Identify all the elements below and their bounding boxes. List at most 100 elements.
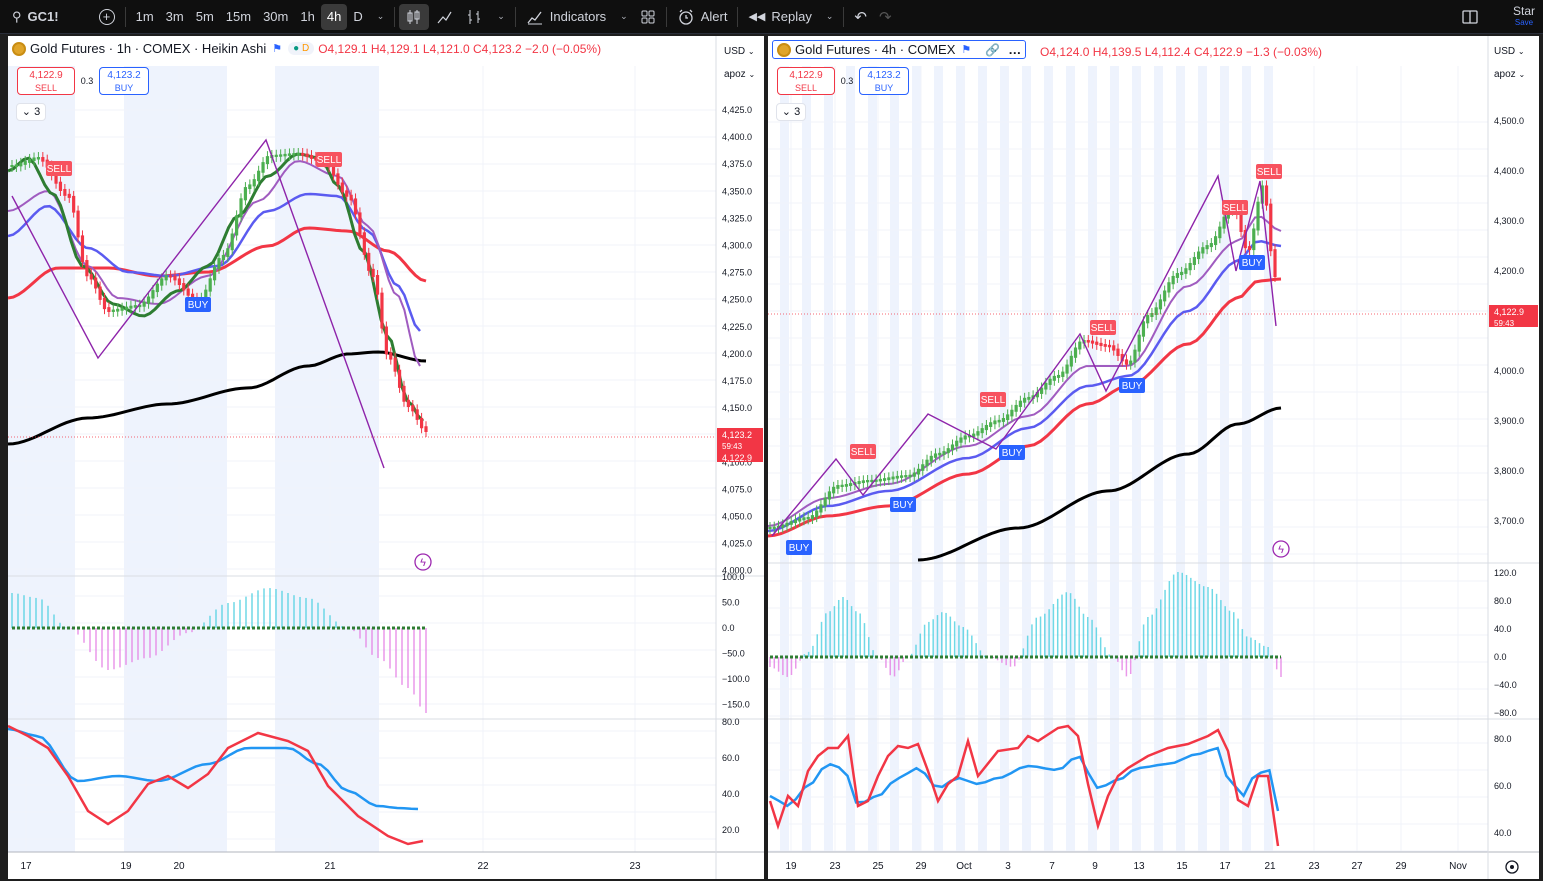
right-session-band <box>1110 66 1119 852</box>
right-rsi-line <box>769 746 1280 812</box>
undo-button[interactable]: ↶ <box>848 4 873 30</box>
right-signal-label: SELL <box>851 447 876 458</box>
left-osc-tick: −150.0 <box>722 700 750 710</box>
right-buy-button[interactable]: 4,123.2 BUY <box>859 67 909 95</box>
flag-icon[interactable]: ⚑ <box>272 43 283 55</box>
left-spread: 0.3 <box>80 76 94 86</box>
right-sell-button[interactable]: 4,122.9 SELL <box>777 67 835 95</box>
right-candle <box>793 519 798 524</box>
compare-button[interactable]: + <box>93 4 121 30</box>
left-candle <box>89 274 93 280</box>
interval-3m[interactable]: 3m <box>165 9 184 24</box>
left-candle <box>380 292 384 329</box>
interval-d[interactable]: D <box>353 9 363 24</box>
flag-icon[interactable]: ⚑ <box>961 44 972 56</box>
layout-toggle-button[interactable] <box>1455 4 1485 30</box>
interval-5m[interactable]: 5m <box>195 9 214 24</box>
interval-dropdown[interactable]: ⌄ <box>369 4 391 30</box>
left-candle <box>19 162 23 167</box>
right-signal-badge-buy <box>999 445 1025 460</box>
chart-type-dropdown[interactable]: ⌄ <box>489 4 511 30</box>
left-candle <box>375 275 380 295</box>
left-chart-pane[interactable]: SELL BUY SELL ϟ 4,425.0 4,400.0 4,375.0 4,350.0… <box>8 36 764 879</box>
line-chart-button[interactable] <box>429 4 459 30</box>
right-session-band <box>846 66 855 852</box>
right-chart-canvas[interactable]: BUY SELL BUY SELL BUY SELL BUY SELL BUY SELL ϟ 4,50… <box>768 36 1539 879</box>
left-time-tick: 17 <box>20 861 32 872</box>
left-chart-canvas[interactable]: SELL BUY SELL ϟ 4,425.0 4,400.0 4,375.0 4,350.0… <box>8 36 764 879</box>
right-candle <box>1184 268 1188 274</box>
link-icon[interactable]: 🔗 <box>985 42 1001 57</box>
left-rsi-tick: 80.0 <box>722 717 740 727</box>
right-candle <box>1158 299 1163 310</box>
right-currency-button[interactable]: USD ⌄ <box>1494 46 1525 57</box>
right-candle <box>1146 315 1150 324</box>
left-last-price-box <box>717 428 763 462</box>
right-candle <box>1137 334 1141 352</box>
chart-type-button[interactable] <box>399 3 430 30</box>
right-candle <box>1052 375 1056 381</box>
star-save-button[interactable]: Star Save <box>1505 5 1543 28</box>
right-candle <box>1256 201 1260 231</box>
chevron-down-icon: ⌄ <box>497 11 505 21</box>
replay-button[interactable]: ◀◀ Replay <box>742 4 817 30</box>
right-candle <box>912 472 916 477</box>
right-osc-tick: 0.0 <box>1494 652 1507 662</box>
redo-button[interactable]: ↷ <box>873 4 898 30</box>
left-price-tick: 4,050.0 <box>722 512 752 522</box>
right-candle <box>861 480 865 484</box>
left-sell-button[interactable]: 4,122.9 SELL <box>17 67 75 95</box>
left-ma-black <box>8 350 427 446</box>
left-candle <box>111 309 115 312</box>
left-candle <box>98 286 102 300</box>
left-osc-tick: −50.0 <box>722 649 745 659</box>
right-chart-pane[interactable]: BUY SELL BUY SELL BUY SELL BUY SELL BUY SELL ϟ 4,50… <box>768 36 1539 879</box>
interval-1h[interactable]: 1h <box>300 9 315 24</box>
left-price-tick: 4,000.0 <box>722 566 752 576</box>
interval-1m[interactable]: 1m <box>135 9 154 24</box>
symbol-search[interactable]: ⚲ GC1! <box>6 4 65 30</box>
interval-30m[interactable]: 30m <box>263 9 289 24</box>
right-candle <box>1141 321 1146 337</box>
right-candle <box>878 478 882 482</box>
right-rsi-tick: 80.0 <box>1494 734 1512 744</box>
right-candle <box>806 516 810 520</box>
left-candle <box>76 210 80 238</box>
interval-15m[interactable]: 15m <box>225 9 252 24</box>
left-osc-tick: 100.0 <box>722 572 745 582</box>
left-currency-button[interactable]: USD ⌄ <box>724 46 755 57</box>
right-indicators-collapse[interactable]: ⌄ 3 <box>776 103 806 121</box>
more-options-icon[interactable]: … <box>1008 42 1022 57</box>
left-time-tick: 23 <box>629 861 641 872</box>
right-session-band <box>912 66 921 852</box>
left-osc-tick: −100.0 <box>722 674 750 684</box>
left-signal-label: BUY <box>188 300 209 311</box>
indicators-button[interactable]: Indicators <box>520 4 612 30</box>
alert-button[interactable]: Alert <box>671 4 734 30</box>
replay-dropdown[interactable]: ⌄ <box>818 4 840 30</box>
left-price-tick: 4,075.0 <box>722 484 752 494</box>
left-indicators-collapse[interactable]: ⌄ 3 <box>16 103 46 121</box>
left-price-tick: 4,275.0 <box>722 268 752 278</box>
left-rsi-line <box>8 727 419 811</box>
indicators-dropdown[interactable]: ⌄ <box>612 4 634 30</box>
plus-circle-icon: + <box>98 8 115 25</box>
right-session-band <box>1022 66 1031 852</box>
right-signal-badge-buy <box>890 497 916 512</box>
layouts-button[interactable] <box>634 4 662 30</box>
left-signal-label: SELL <box>47 164 72 175</box>
right-candle <box>1201 247 1205 254</box>
right-scale-button[interactable]: apoz ⌄ <box>1494 69 1525 80</box>
gold-symbol-icon <box>12 41 26 56</box>
interval-4h[interactable]: 4h <box>320 3 348 30</box>
right-candle <box>1180 271 1184 276</box>
left-buy-button[interactable]: 4,123.2 BUY <box>99 67 149 95</box>
indicators-label: Indicators <box>549 9 607 24</box>
bars-button[interactable] <box>459 4 489 30</box>
left-candle <box>261 162 265 173</box>
left-ohlc-values: O4,129.1 H4,129.1 L4,121.0 C4,123.2 −2.0… <box>318 41 602 56</box>
right-candle <box>908 474 912 478</box>
left-scale-button[interactable]: apoz ⌄ <box>724 69 755 80</box>
left-last-price-label: 4,123.2 <box>722 430 752 440</box>
right-session-band <box>780 66 789 852</box>
